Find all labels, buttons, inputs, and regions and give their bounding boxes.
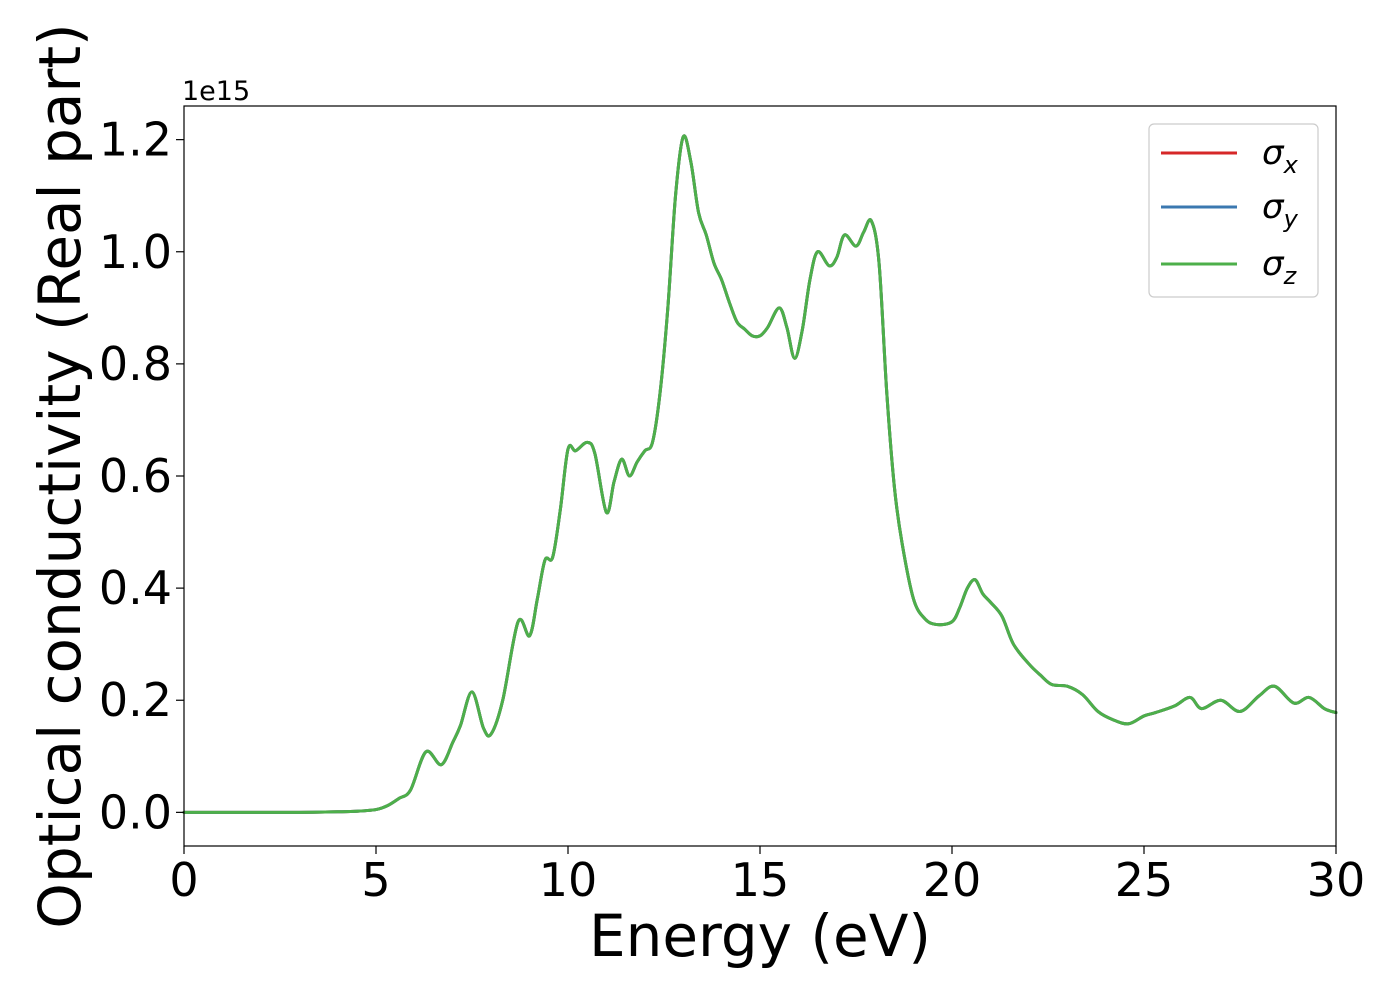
y-tick-label: 1.0 (99, 225, 172, 279)
y-axis-label: Optical conductivity (Real part) (26, 23, 94, 928)
y-tick-label: 0.6 (99, 449, 172, 503)
legend-label: σz (1262, 244, 1298, 290)
y-tick-label: 0.4 (99, 561, 172, 615)
y-tick-label: 0.8 (99, 337, 172, 391)
legend-frame (1148, 123, 1319, 298)
series-layer (182, 134, 1338, 814)
x-tick-label: 15 (731, 853, 790, 907)
legend-label-subscript: x (1283, 151, 1299, 179)
y-axis-offset-text: 1e15 (182, 76, 250, 107)
x-tick-label: 30 (1307, 853, 1366, 907)
y-tick-label: 0.0 (99, 785, 172, 839)
x-tick-label: 5 (361, 853, 390, 907)
legend-label-subscript: z (1283, 262, 1298, 290)
y-tick-label: 0.2 (99, 673, 172, 727)
x-axis-ticks: 0 5 10 15 20 25 30 (169, 846, 1365, 907)
series-line-z (182, 134, 1338, 814)
x-tick-label: 0 (169, 853, 198, 907)
y-tick-label: 1.2 (99, 113, 172, 167)
x-tick-label: 10 (539, 853, 598, 907)
x-axis-label: Energy (eV) (589, 902, 931, 970)
y-axis-ticks: 0.0 0.2 0.4 0.6 0.8 1.0 1.2 (99, 113, 184, 839)
legend-label-subscript: y (1283, 205, 1299, 233)
x-tick-label: 25 (1115, 853, 1174, 907)
x-tick-label: 20 (923, 853, 982, 907)
legend-entry-z: σz (1161, 244, 1298, 290)
